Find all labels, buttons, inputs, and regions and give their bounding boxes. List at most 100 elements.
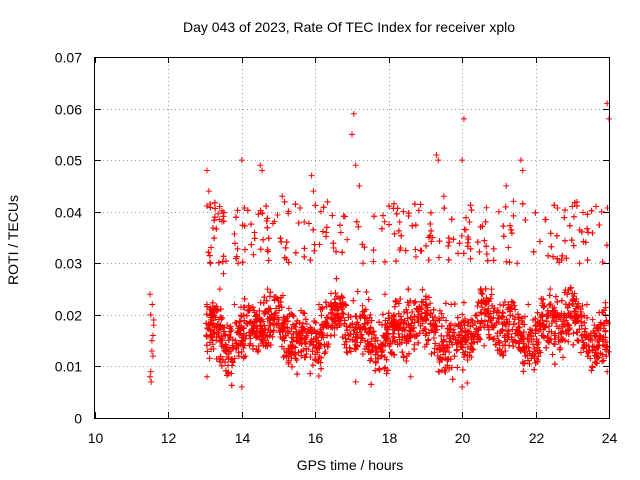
data-point [514,328,521,335]
data-point [524,357,531,364]
data-point [235,342,242,349]
data-point [519,336,526,343]
data-point [575,317,582,324]
data-point [557,344,564,351]
data-point [581,342,588,349]
data-point [353,218,360,225]
data-point [444,362,451,369]
data-point [417,201,424,208]
data-point [257,246,264,253]
data-point [485,331,492,338]
data-point [295,219,302,226]
data-point [543,318,550,325]
data-point [387,349,394,356]
data-point [448,216,455,223]
data-point [368,343,375,350]
data-point [546,301,553,308]
data-point [215,210,222,217]
data-point [518,331,525,338]
data-point [499,327,506,334]
data-point [460,250,467,257]
data-point [593,360,600,367]
data-point [473,311,480,318]
data-point [417,247,424,254]
data-point [545,252,552,259]
data-point [459,157,466,164]
data-point [499,342,506,349]
data-point [599,336,606,343]
data-point [422,332,429,339]
data-point [390,205,397,212]
data-point [525,331,532,338]
data-point [343,344,350,351]
data-point [361,320,368,327]
data-point [342,331,349,338]
data-point [395,300,402,307]
data-point [368,335,375,342]
data-point [293,356,300,363]
data-point [275,314,282,321]
data-point [442,348,449,355]
data-point [495,318,502,325]
data-point [515,323,522,330]
data-point [551,304,558,311]
data-point [267,327,274,334]
data-point [540,321,547,328]
data-point [337,322,344,329]
data-point [341,317,348,324]
data-point [293,329,300,336]
data-point [554,298,561,305]
data-point [485,311,492,318]
data-point [366,314,373,321]
data-point [296,332,303,339]
data-point [211,217,218,224]
data-point [301,219,308,226]
data-point [467,255,474,262]
data-point [231,355,238,362]
data-point [414,317,421,324]
data-point [334,307,341,314]
data-point [147,368,154,375]
data-point [551,202,558,209]
data-point [279,193,286,200]
data-point [381,258,388,265]
data-point [420,299,427,306]
data-point [354,333,361,340]
data-point [392,297,399,304]
data-point [532,322,539,329]
data-point [261,310,268,317]
data-point [577,308,584,315]
data-point [339,249,346,256]
data-point [264,286,271,293]
data-point [577,349,584,356]
data-point [319,304,326,311]
data-point [449,376,456,383]
data-point [430,306,437,313]
data-point [317,208,324,215]
data-point [276,329,283,336]
data-point [571,199,578,206]
data-point [590,327,597,334]
data-point [514,260,521,267]
data-point [428,238,435,245]
data-point [328,290,335,297]
data-point [522,216,529,223]
data-point [537,326,544,333]
data-point [258,316,265,323]
data-point [502,203,509,210]
data-point [521,321,528,328]
data-point [246,307,253,314]
data-point [539,332,546,339]
data-point [455,322,462,329]
data-point [451,300,458,307]
data-point [226,331,233,338]
data-point [425,336,432,343]
data-point [472,312,479,319]
data-point [242,353,249,360]
data-point [385,310,392,317]
data-point [472,330,479,337]
data-point [478,317,485,324]
data-point [466,219,473,226]
data-point [301,335,308,342]
data-point [224,322,231,329]
